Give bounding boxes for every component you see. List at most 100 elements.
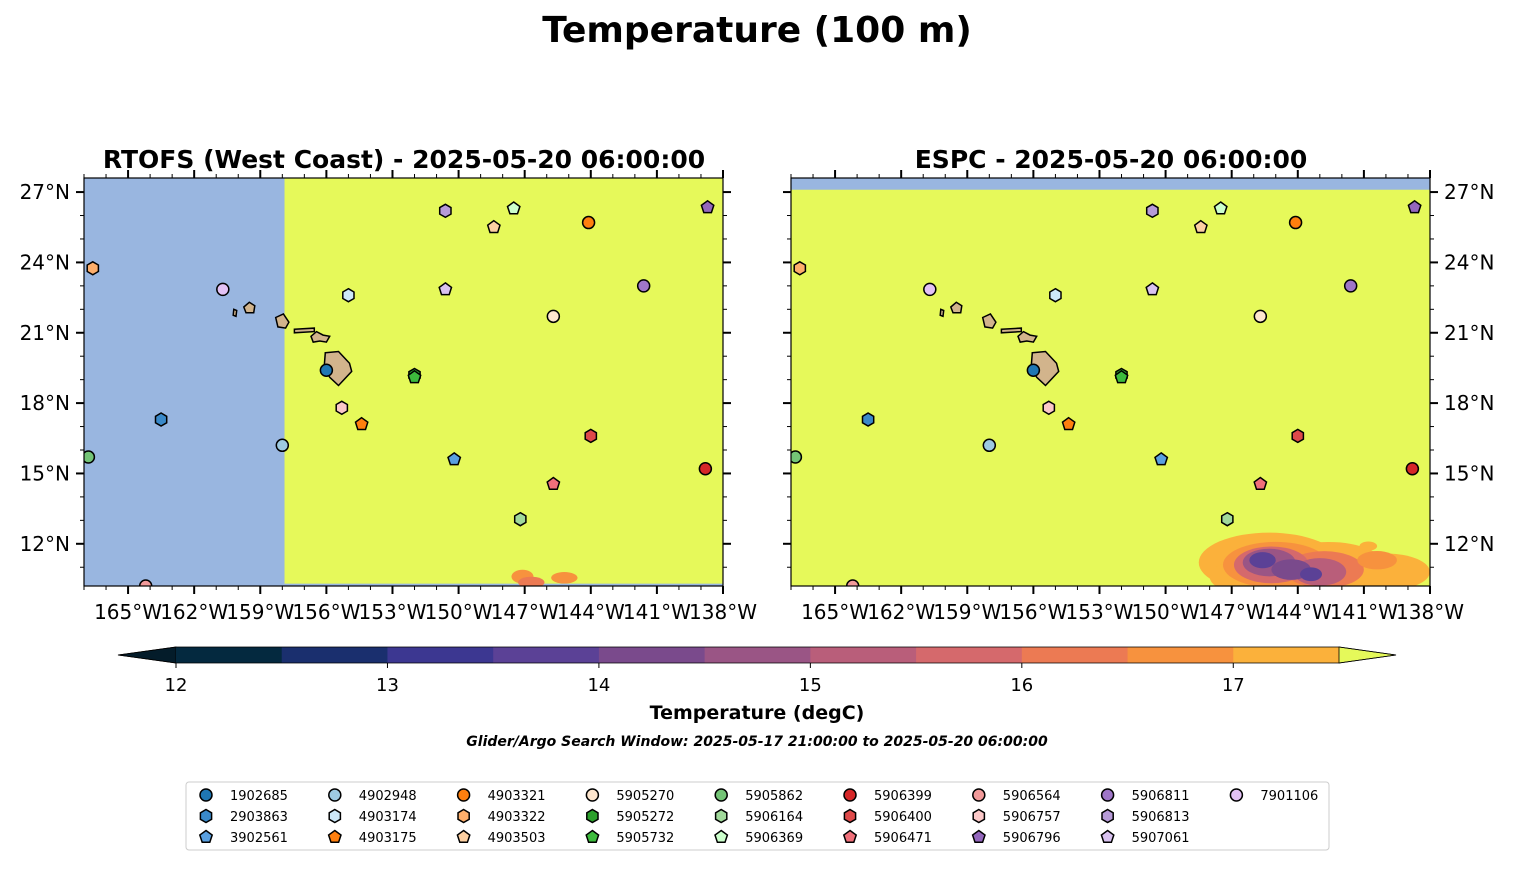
- y-tick-label: 21°N: [20, 321, 70, 345]
- map-area-espc: [791, 178, 1430, 586]
- float-4903503: [1193, 219, 1208, 234]
- colorbar-tick-label: 12: [165, 675, 188, 696]
- float-5906813: [1145, 203, 1159, 219]
- y-tick-label: 12°N: [20, 532, 70, 556]
- legend-marker: [199, 808, 213, 824]
- legend-label: 4903175: [359, 831, 417, 846]
- legend-item-4903503: 4903503: [456, 829, 546, 846]
- legend-label: 4903503: [488, 831, 546, 846]
- colorbar-tick-label: 17: [1222, 675, 1245, 696]
- legend-item-5906164: 5906164: [714, 808, 803, 825]
- float-4903322: [793, 260, 807, 276]
- y-tick-label: 21°N: [1444, 321, 1494, 345]
- map-area-rtofs: [84, 178, 723, 586]
- colorbar-bin: [281, 647, 388, 663]
- axes-espc: 165°W162°W159°W156°W153°W150°W147°W144°W…: [783, 170, 1494, 624]
- float-5906400: [584, 428, 598, 444]
- island-molokai: [293, 327, 316, 334]
- island-oahu: [274, 313, 290, 329]
- legend-label: 1902685: [230, 789, 288, 804]
- x-tick-label: 141°W: [623, 600, 691, 624]
- legend-label: 5906400: [874, 810, 932, 825]
- legend-marker: [1100, 788, 1115, 802]
- x-tick-label: 141°W: [1330, 600, 1398, 624]
- float-5905270: [1253, 309, 1268, 324]
- legend-label: 5906757: [1003, 810, 1061, 825]
- float-5906564: [138, 579, 153, 586]
- legend-label: 5905270: [616, 789, 674, 804]
- cool-patch: [518, 576, 545, 586]
- y-tick-label: 27°N: [20, 180, 70, 204]
- legend-item-5905270: 5905270: [585, 788, 674, 804]
- figure-title: Temperature (100 m): [542, 10, 972, 51]
- legend-item-5906399: 5906399: [843, 788, 932, 804]
- float-5906400: [1291, 428, 1305, 444]
- legend-label: 5905862: [745, 789, 803, 804]
- colorbar-label: Temperature (degC): [650, 702, 865, 724]
- legend-label: 4903174: [359, 810, 417, 825]
- legend-marker: [585, 788, 600, 802]
- x-tick-label: 165°W: [801, 600, 869, 624]
- colorbar-bin: [598, 647, 706, 663]
- legend-item-5906796: 5906796: [971, 829, 1061, 846]
- x-tick-label: 138°W: [1396, 600, 1464, 624]
- y-tick-label: 24°N: [20, 250, 70, 274]
- legend-label: 7901106: [1260, 789, 1318, 804]
- panel-title-espc: ESPC - 2025-05-20 06:00:00: [915, 145, 1308, 174]
- legend-frame: [185, 781, 1330, 851]
- legend-marker: [714, 808, 728, 824]
- legend-label: 5906796: [1003, 831, 1061, 846]
- float-4902948: [275, 438, 290, 453]
- float-3902561: [447, 451, 462, 466]
- island-kauai: [949, 301, 963, 314]
- legend-item-4902948: 4902948: [328, 788, 417, 804]
- x-tick-label: 156°W: [292, 600, 360, 624]
- colorbar-tick-label: 14: [587, 675, 610, 696]
- island-niihau: [939, 308, 945, 318]
- legend-item-5906757: 5906757: [972, 808, 1061, 825]
- field-layer: [84, 178, 723, 586]
- legend-marker: [456, 788, 471, 802]
- legend-marker: [328, 808, 342, 824]
- x-tick-label: 156°W: [999, 600, 1067, 624]
- legend-marker: [843, 808, 857, 824]
- legend-item-5905272: 5905272: [586, 808, 674, 825]
- float-1902685: [319, 363, 334, 378]
- float-5906564: [845, 579, 860, 586]
- float-2903863: [154, 412, 168, 427]
- x-tick-label: 144°W: [1264, 600, 1332, 624]
- legend-label: 5906811: [1132, 789, 1190, 804]
- colorbar: 12 13 14 15 16 17: [117, 646, 1397, 696]
- cool-patch: [1359, 541, 1378, 551]
- legend-item-4903174: 4903174: [328, 808, 417, 825]
- legend-marker: [971, 829, 986, 844]
- legend-item-1902685: 1902685: [199, 788, 288, 804]
- x-tick-label: 165°W: [94, 600, 162, 624]
- legend-item-5906369: 5906369: [714, 829, 803, 846]
- island-molokai: [1000, 327, 1023, 334]
- y-tick-label: 18°N: [1444, 391, 1494, 415]
- float-5907061: [438, 281, 453, 296]
- float-4903321: [1288, 215, 1303, 230]
- colorbar-bin: [1127, 647, 1234, 663]
- legend-item-5906811: 5906811: [1100, 788, 1190, 804]
- legend-marker: [1100, 829, 1115, 844]
- float-4903175: [1061, 416, 1076, 431]
- float-5906813: [438, 203, 452, 219]
- legend-label: 5906369: [745, 831, 803, 846]
- float-4903174: [342, 287, 355, 303]
- legend-label: 5907061: [1132, 831, 1190, 846]
- legend-label: 4902948: [359, 789, 417, 804]
- legend-label: 5906564: [1003, 789, 1061, 804]
- float-5905270: [546, 309, 561, 324]
- legend-label: 5906471: [874, 831, 932, 846]
- legend-item-5906813: 5906813: [1101, 808, 1190, 825]
- float-5906369: [506, 201, 521, 215]
- colorbar-over-extend: [1338, 646, 1397, 664]
- legend-item-5906471: 5906471: [842, 829, 932, 846]
- float-4903503: [486, 219, 501, 234]
- float-4903321: [581, 215, 596, 230]
- island-maui: [310, 330, 331, 343]
- x-tick-label: 147°W: [491, 600, 559, 624]
- legend-marker: [714, 788, 728, 802]
